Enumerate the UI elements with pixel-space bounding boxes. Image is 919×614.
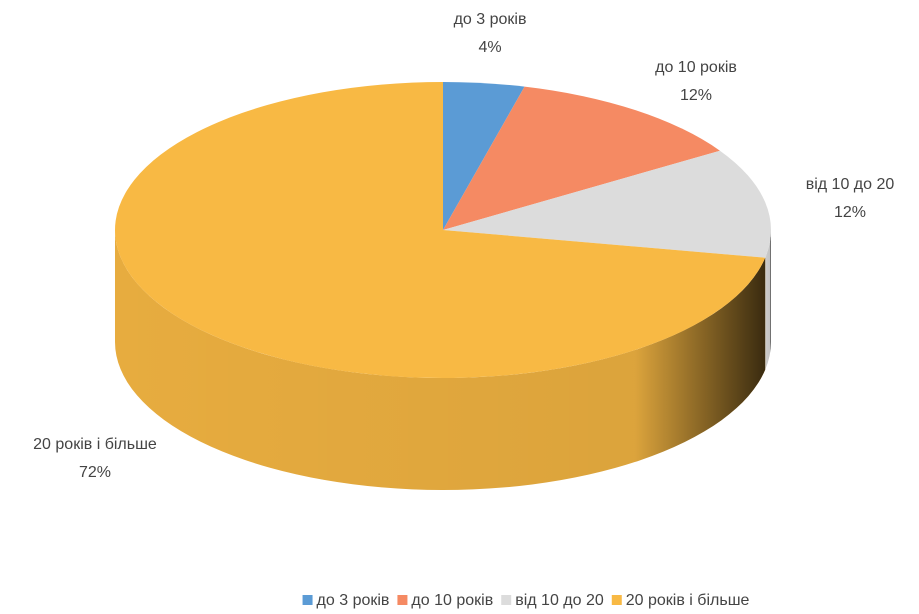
slice [114, 82, 766, 378]
legend-label: до 3 років [317, 592, 390, 609]
legend-label: від 10 до 20 [515, 592, 604, 609]
slice [443, 82, 525, 230]
data-label-value: 12% [834, 204, 866, 221]
legend-label: до 10 років [411, 592, 493, 609]
legend-swatch [397, 595, 408, 605]
data-label-value: 4% [478, 39, 501, 56]
data-label-value: 12% [680, 87, 712, 104]
data-label-category: від 10 до 20 [806, 176, 895, 193]
slice-side-shade [765, 230, 772, 370]
legend-label: 20 років і більше [626, 592, 750, 609]
legend-swatch [611, 595, 622, 605]
data-label-category: до 10 років [655, 59, 737, 76]
data-label-category: 20 років і більше [33, 436, 157, 453]
slice [443, 150, 771, 258]
data-label-value: 72% [79, 464, 111, 481]
legend-swatch [302, 595, 313, 605]
legend-swatch [501, 595, 512, 605]
slice [443, 86, 720, 230]
slice-side-shade [115, 230, 766, 490]
data-label-category: до 3 років [454, 11, 527, 28]
